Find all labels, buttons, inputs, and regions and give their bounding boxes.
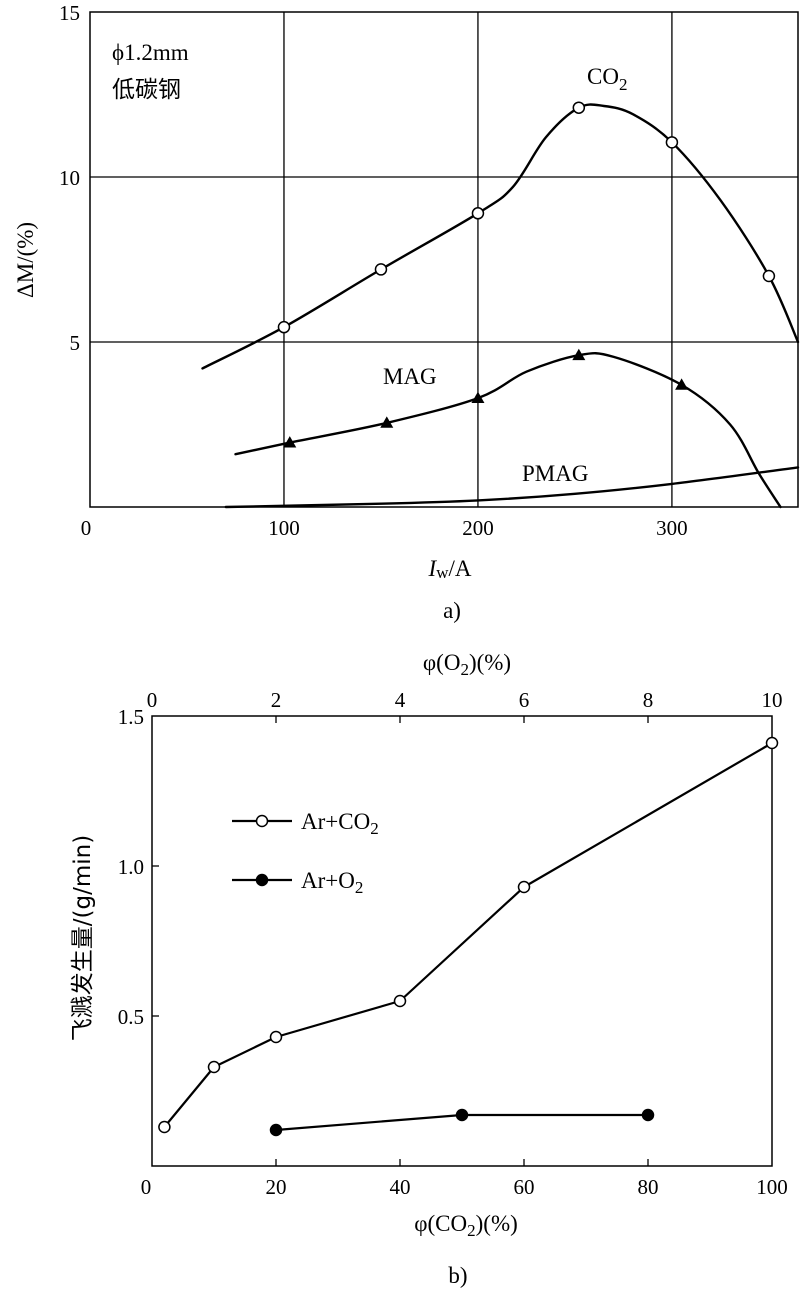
chart-a-y-tick-15: 15 [59, 1, 80, 25]
series-line-ar-co2 [163, 742, 773, 1128]
chart-b-ticks: 0 20 40 60 80 100 0 2 4 6 8 10 0.5 1.0 1.5 [118, 688, 788, 1199]
chart-a-points [277, 101, 776, 448]
chart-b-top-axis-label-prefix: φ(O [423, 650, 461, 675]
chart-b-top-tick-0: 0 [147, 688, 158, 712]
legend-label-ar-o2-sub: 2 [355, 878, 364, 897]
chart-b-x-tick-80: 80 [638, 1175, 659, 1199]
chart-a-x-tick-0: 0 [81, 516, 92, 540]
data-point-ar-o2-2 [641, 1108, 655, 1122]
data-point-co2-4 [665, 136, 679, 149]
chart-a-x-tick-100: 100 [268, 516, 300, 540]
chart-a-x-tick-200: 200 [462, 516, 494, 540]
chart-a-x-tick-300: 300 [656, 516, 688, 540]
chart-b-x-axis-label-prefix: φ(CO [414, 1211, 467, 1236]
chart-b-top-tick-10: 10 [762, 688, 783, 712]
data-point-ar-co2-1 [207, 1060, 221, 1074]
chart-a-y-tick-5: 5 [70, 331, 81, 355]
chart-b-x-tick-20: 20 [266, 1175, 287, 1199]
chart-b-x-tick-40: 40 [390, 1175, 411, 1199]
data-point-ar-co2-3 [393, 994, 407, 1008]
chart-b-x-tick-60: 60 [514, 1175, 535, 1199]
data-point-mag-4 [675, 378, 689, 390]
series-curve-mag [234, 352, 782, 509]
data-point-ar-o2-0 [269, 1123, 283, 1137]
data-point-ar-o2-1 [455, 1108, 469, 1122]
legend-marker-ar-co2 [255, 814, 269, 828]
chart-a-y-axis-label: ΔM/(%) [13, 222, 38, 298]
chart-b-top-tick-2: 2 [271, 688, 282, 712]
chart-b-top-tick-4: 4 [395, 688, 406, 712]
chart-b-x-axis-label: φ(CO2)(%) [414, 1211, 518, 1240]
chart-b-y-tick-1: 1.0 [118, 855, 144, 879]
chart-b-top-tick-6: 6 [519, 688, 530, 712]
series-label-co2-main: CO [587, 64, 619, 89]
chart-b-legend: Ar+CO2 Ar+O2 [232, 809, 379, 897]
chart-b-x-tick-0: 0 [141, 1175, 152, 1199]
data-point-mag-1 [380, 416, 394, 428]
series-label-co2: CO2 [587, 64, 627, 94]
chart-a-frame [89, 11, 799, 508]
chart-b-x-tick-100: 100 [756, 1175, 788, 1199]
data-point-ar-co2-4 [517, 880, 531, 894]
chart-b-lines [163, 742, 773, 1132]
data-point-co2-3 [572, 101, 586, 114]
chart-a-annotation-diameter: ϕ1.2mm [112, 40, 189, 65]
series-label-mag: MAG [383, 364, 437, 389]
series-curve-co2 [201, 103, 800, 370]
chart-a-x-axis-label-unit: /A [448, 556, 471, 581]
chart-a-caption: a) [443, 598, 461, 623]
data-point-co2-1 [374, 263, 388, 276]
series-label-co2-sub: 2 [619, 75, 628, 94]
data-point-co2-5 [762, 269, 776, 283]
chart-b-x-axis-label-suffix: )(%) [476, 1211, 518, 1236]
legend-label-ar-o2-main: Ar+O [301, 868, 355, 893]
legend-label-ar-co2: Ar+CO2 [301, 809, 379, 838]
legend-marker-ar-o2 [255, 873, 269, 887]
chart-b-top-axis-label: φ(O2)(%) [423, 650, 511, 679]
data-point-ar-co2-5 [765, 736, 779, 750]
chart-a-x-axis-label-sub: w [436, 563, 449, 582]
chart-a-annotation-material: 低碳钢 [112, 77, 181, 103]
chart-b-y-tick-0: 0.5 [118, 1005, 144, 1029]
data-point-mag-2 [471, 391, 485, 403]
chart-b-x-axis-label-sub: 2 [467, 1221, 476, 1240]
chart-b-y-axis-label: 飞溅发生量/(g/min) [70, 835, 96, 1041]
chart-a-grid [90, 12, 798, 507]
chart-b-top-axis-label-sub: 2 [460, 660, 469, 679]
chart-a-x-axis-label-main: I [428, 556, 438, 581]
legend-label-ar-co2-sub: 2 [370, 819, 379, 838]
legend-label-ar-co2-main: Ar+CO [301, 809, 370, 834]
legend-label-ar-o2: Ar+O2 [301, 868, 363, 897]
chart-a-x-axis-label: Iw/A [428, 556, 472, 582]
chart-b-top-tick-8: 8 [643, 688, 654, 712]
series-label-pmag: PMAG [522, 461, 588, 486]
data-point-ar-co2-0 [158, 1120, 171, 1134]
data-point-co2-0 [277, 320, 291, 334]
data-point-mag-0 [283, 436, 297, 448]
chart-a-y-tick-10: 10 [59, 166, 80, 190]
chart-b-top-axis-label-suffix: )(%) [469, 650, 511, 675]
data-point-co2-2 [471, 207, 485, 220]
chart-b-y-tick-2: 1.5 [118, 705, 144, 729]
data-point-ar-co2-2 [269, 1030, 283, 1044]
chart-a-tick-labels: 0 100 200 300 5 10 15 [59, 1, 688, 540]
chart-b-points [158, 736, 779, 1137]
chart-b-frame [151, 715, 773, 1167]
data-point-mag-3 [572, 348, 586, 361]
series-curve-pmag [224, 466, 800, 509]
chart-b-caption: b) [448, 1263, 467, 1288]
